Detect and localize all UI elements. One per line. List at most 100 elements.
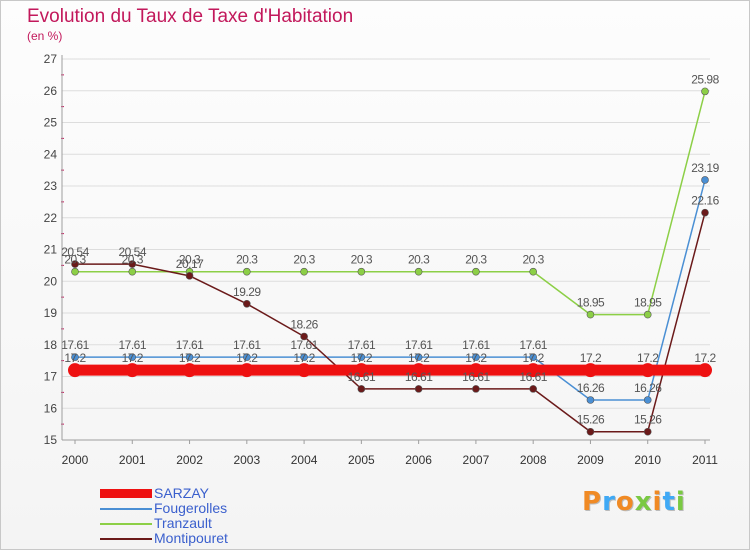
data-point — [357, 353, 366, 361]
y-tick-label: 17 — [44, 370, 58, 384]
y-tick-label: 26 — [44, 84, 58, 98]
data-label: 20.3 — [293, 253, 315, 267]
data-label: 20.3 — [64, 253, 86, 267]
data-label: 18.95 — [634, 296, 662, 310]
data-label: 16.26 — [634, 381, 662, 395]
data-point — [357, 267, 366, 276]
y-tick-label: 16 — [44, 401, 58, 415]
logo-letter: r — [602, 487, 616, 517]
data-label: 20.3 — [523, 253, 545, 267]
data-point — [300, 332, 308, 341]
x-tick-label: 2003 — [233, 453, 260, 467]
data-point — [411, 363, 426, 378]
data-point — [414, 267, 423, 276]
x-tick-label: 2005 — [348, 453, 375, 467]
data-point — [643, 310, 652, 319]
data-point — [698, 363, 712, 378]
data-point — [128, 267, 137, 276]
data-label: 22.16 — [691, 194, 719, 208]
data-label: 20.3 — [465, 253, 487, 267]
data-point — [414, 385, 423, 393]
y-tick-label: 23 — [44, 179, 58, 193]
data-label: 18.95 — [577, 296, 605, 310]
y-tick-label: 20 — [44, 274, 58, 288]
x-tick-label: 2006 — [405, 453, 432, 467]
data-label: 17.2 — [179, 351, 201, 365]
unit-label: (en %) — [27, 29, 63, 43]
data-label: 20.17 — [176, 257, 204, 271]
data-label: 17.61 — [290, 338, 318, 352]
data-point — [529, 353, 537, 361]
x-tick-label: 2002 — [176, 453, 203, 467]
y-tick-label: 15 — [44, 433, 58, 447]
logo-letter: i — [652, 487, 663, 517]
data-label: 17.2 — [523, 351, 545, 365]
x-tick-label: 2011 — [692, 453, 718, 467]
data-point — [701, 176, 709, 184]
legend-label: SARZAY — [154, 485, 209, 501]
logo-letter: t — [662, 487, 676, 517]
y-tick-label: 22 — [44, 211, 58, 225]
data-label: 17.61 — [119, 338, 147, 352]
data-label: 17.61 — [519, 338, 547, 352]
data-point — [643, 427, 652, 436]
chart-title: Evolution du Taux de Taxe d'Habitation — [27, 6, 354, 27]
data-point — [586, 396, 595, 404]
data-label: 20.54 — [61, 245, 89, 259]
x-tick-label: 2007 — [463, 453, 490, 467]
data-point — [701, 87, 709, 96]
y-tick-label: 24 — [44, 147, 58, 161]
data-label: 20.3 — [179, 253, 201, 267]
data-point — [182, 363, 197, 378]
data-label: 17.61 — [462, 338, 490, 352]
series-line-tranzault — [75, 91, 706, 316]
x-tick-label: 2009 — [577, 453, 604, 467]
legend-swatch — [100, 489, 152, 498]
data-label: 15.26 — [577, 413, 605, 427]
data-point — [586, 310, 595, 319]
legend: SARZAY Fougerolles Tranzault Montipouret — [100, 485, 320, 546]
data-label: 17.2 — [580, 351, 602, 365]
data-point — [643, 396, 652, 404]
data-label: 17.2 — [351, 351, 373, 365]
data-point — [68, 363, 82, 378]
data-point — [297, 363, 312, 378]
y-tick-label: 25 — [44, 116, 58, 130]
data-label: 20.3 — [408, 253, 430, 267]
data-point — [526, 363, 541, 378]
data-point — [472, 267, 480, 276]
data-label: 17.61 — [61, 338, 89, 352]
data-label: 20.3 — [351, 253, 373, 267]
data-label: 17.61 — [405, 338, 433, 352]
data-label: 20.3 — [122, 253, 144, 267]
data-point — [243, 353, 251, 361]
logo-letter: x — [634, 487, 653, 517]
data-label: 15.26 — [634, 413, 662, 427]
y-tick-label: 21 — [44, 243, 58, 257]
legend-item-fougerolles: Fougerolles — [100, 500, 320, 516]
data-point — [185, 272, 194, 280]
data-point — [583, 363, 598, 378]
x-tick-label: 2008 — [520, 453, 547, 467]
data-point — [239, 363, 254, 378]
data-label: 16.61 — [348, 370, 376, 384]
data-point — [640, 363, 655, 378]
data-point — [125, 363, 140, 378]
x-tick-label: 2004 — [291, 453, 318, 467]
data-label: 17.61 — [348, 338, 376, 352]
x-tick-label: 2001 — [119, 453, 146, 467]
series-line-fougerolles — [75, 179, 706, 401]
proxiti-logo: Proxiti — [582, 487, 686, 517]
data-label: 16.61 — [519, 370, 547, 384]
data-label: 17.2 — [293, 351, 315, 365]
series-line-montipouret — [75, 212, 706, 433]
data-point — [414, 353, 423, 361]
legend-item-montipouret: Montipouret — [100, 530, 320, 546]
data-point — [71, 267, 79, 276]
data-label: 23.19 — [691, 161, 719, 175]
data-point — [472, 353, 480, 361]
data-point — [529, 385, 537, 393]
data-label: 17.2 — [465, 351, 487, 365]
